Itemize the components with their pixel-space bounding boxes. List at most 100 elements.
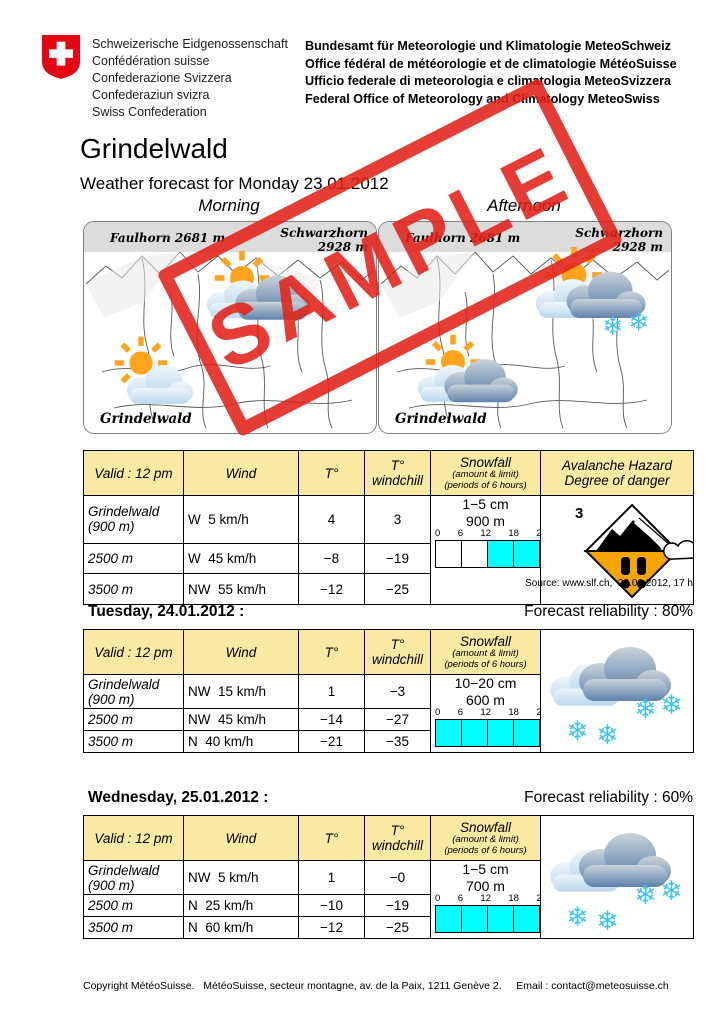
snow-limit: 600 m <box>466 692 505 708</box>
avalanche-level-3-icon: 3 <box>575 503 693 599</box>
wind-header: Wind <box>183 450 299 496</box>
wind-cell: NW 55 km/h <box>183 573 299 605</box>
windchill-header: T° windchill <box>364 450 431 496</box>
location-cell: Grindelwald (900 m) <box>83 674 184 709</box>
weather-symbol-cell <box>540 629 694 753</box>
office-line: Bundesamt für Meteorologie und Klimatolo… <box>305 39 671 53</box>
slf-source-note: Source: www.slf.ch, 22.01.2012, 17 h <box>525 578 693 589</box>
table-row: Grindelwald (900 m) W 5 km/h 4 3 1−5 cm … <box>83 495 694 605</box>
snow-period-scale: 06121824 <box>435 893 540 904</box>
snow-period-boxes <box>435 540 540 568</box>
cloud-outline-icon <box>663 540 693 560</box>
location-cell: 3500 m <box>83 730 184 753</box>
table-header-row: Valid : 12 pm Wind T° T° windchill Snowf… <box>83 450 694 496</box>
table-row: 3500 m N 60 km/h −12 −25 <box>83 916 694 939</box>
windchill-cell: 3 <box>364 495 431 544</box>
footer-line: Copyright MétéoSuisse. MétéoSuisse, sect… <box>83 980 669 992</box>
temp-cell: −10 <box>298 894 365 917</box>
table-row: 2500 m NW 45 km/h −14 −27 <box>83 708 694 731</box>
heavy-snow-icon <box>547 818 687 933</box>
temp-cell: −8 <box>298 542 365 575</box>
location-cell: Grindelwald (900 m) <box>83 495 184 544</box>
confederation-line: Confédération suisse <box>92 54 210 68</box>
temp-header: T° <box>298 815 365 861</box>
location-cell: 2500 m <box>83 708 184 731</box>
avalanche-cell: 3 <box>540 495 694 605</box>
snow-period-filled <box>487 905 514 933</box>
confederation-line: Confederaziun svizra <box>92 88 210 102</box>
peak-band <box>379 222 671 252</box>
table-row: Grindelwald (900 m) NW 5 km/h 1 −0 1−5 c… <box>83 860 694 939</box>
confederation-line: Swiss Confederation <box>92 105 207 119</box>
windchill-cell: −0 <box>364 860 431 895</box>
table-header-row: Valid : 12 pm Wind T° T° windchill Snowf… <box>83 629 694 753</box>
snow-period-scale: 06121824 <box>435 707 540 718</box>
wednesday-reliability: Forecast reliability : 60% <box>524 789 693 806</box>
tuesday-heading: Tuesday, 24.01.2012 : <box>88 603 245 620</box>
snow-period-filled <box>513 905 540 933</box>
temp-header: T° <box>298 629 365 675</box>
temp-cell: −14 <box>298 708 365 731</box>
peak-label-faulhorn: Faulhorn 2681 m <box>110 231 226 245</box>
page-title: Grindelwald <box>80 133 228 164</box>
windchill-cell: −19 <box>364 542 431 575</box>
windchill-cell: −19 <box>364 894 431 917</box>
peak-altitude: 2928 m <box>612 240 663 254</box>
office-line: Office fédéral de météorologie et de cli… <box>305 56 677 71</box>
village-label: Grindelwald <box>100 411 192 427</box>
windchill-cell: −27 <box>364 708 431 731</box>
wind-cell: W 5 km/h <box>183 495 299 544</box>
wind-cell: NW 45 km/h <box>183 708 299 731</box>
snow-limit: 900 m <box>466 513 505 529</box>
footer-copyright-block: Copyright MétéoSuisse. MétéoSuisse, sect… <box>83 946 669 1024</box>
location-cell: Grindelwald (900 m) <box>83 860 184 895</box>
table-header-row: Valid : 12 pm Wind T° T° windchill Snowf… <box>83 815 694 939</box>
wind-cell: N 60 km/h <box>183 916 299 939</box>
location-cell: 2500 m <box>83 542 184 575</box>
peak-label-faulhorn: Faulhorn 2681 m <box>405 231 521 245</box>
snow-amount: 1−5 cm <box>462 861 509 878</box>
location-cell: 2500 m <box>83 894 184 917</box>
snow-period-empty <box>435 540 462 568</box>
snowfall-header: Snowfall (amount & limit) (periods of 6 … <box>430 629 541 675</box>
avalanche-level: 3 <box>575 505 583 522</box>
wind-cell: N 25 km/h <box>183 894 299 917</box>
afternoon-map: Faulhorn 2681 m Schwarzhorn 2928 m Grind… <box>378 221 672 434</box>
wind-cell: NW 15 km/h <box>183 674 299 709</box>
snow-period-filled <box>461 719 488 747</box>
wind-cell: W 45 km/h <box>183 542 299 575</box>
snow-period-empty <box>461 540 488 568</box>
wind-header: Wind <box>183 815 299 861</box>
snow-period-filled <box>435 719 462 747</box>
sun-light-cloud-icon <box>106 334 194 404</box>
meteo-office-name-block: Bundesamt für Meteorologie und Klimatolo… <box>305 38 677 108</box>
wind-cell: N 40 km/h <box>183 730 299 753</box>
valid-header: Valid : 12 pm <box>83 815 184 861</box>
snow-period-filled <box>513 540 540 568</box>
snow-period-filled <box>487 719 514 747</box>
snow-amount: 1−5 cm <box>462 496 509 513</box>
wind-header: Wind <box>183 629 299 675</box>
forecast-date-subtitle: Weather forecast for Monday 23.01.2012 <box>80 174 389 193</box>
wind-cell: NW 5 km/h <box>183 860 299 895</box>
temp-cell: 1 <box>298 860 365 895</box>
avalanche-header: Avalanche Hazard Degree of danger <box>540 450 694 496</box>
heavy-snow-icon <box>547 632 687 747</box>
wednesday-heading: Wednesday, 25.01.2012 : <box>88 789 269 806</box>
temp-cell: −21 <box>298 730 365 753</box>
snow-amount: 10−20 cm <box>454 675 517 692</box>
temp-cell: −12 <box>298 573 365 605</box>
windchill-cell: −3 <box>364 674 431 709</box>
windchill-cell: −25 <box>364 916 431 939</box>
table-row: 3500 m N 40 km/h −21 −35 <box>83 730 694 753</box>
wednesday-forecast-table: Valid : 12 pm Wind T° T° windchill Snowf… <box>83 815 694 939</box>
valid-header: Valid : 12 pm <box>83 450 184 496</box>
morning-label: Morning <box>198 196 260 215</box>
snow-period-boxes <box>435 719 540 747</box>
confederation-name-block: Schweizerische Eidgenossenschaft Confédé… <box>92 36 288 121</box>
snow-period-filled <box>435 905 462 933</box>
windchill-header: T° windchill <box>364 629 431 675</box>
peak-band <box>84 222 376 252</box>
valid-header: Valid : 12 pm <box>83 629 184 675</box>
